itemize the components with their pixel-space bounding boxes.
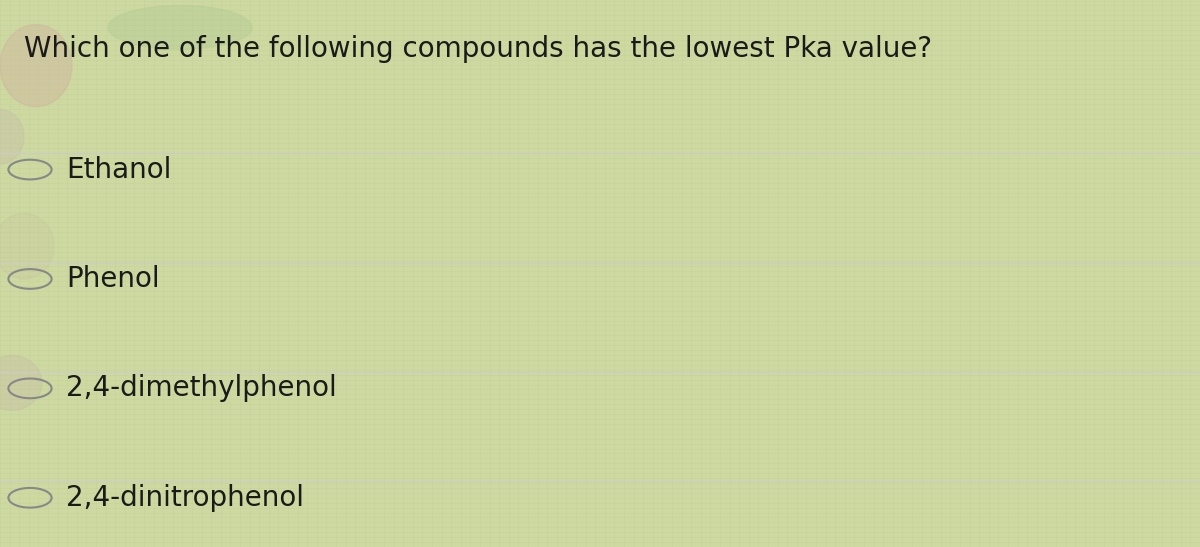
Text: Phenol: Phenol: [66, 265, 160, 293]
Ellipse shape: [0, 109, 24, 164]
Text: 2,4-dimethylphenol: 2,4-dimethylphenol: [66, 374, 337, 403]
Ellipse shape: [0, 213, 54, 279]
Ellipse shape: [0, 356, 42, 410]
Text: Which one of the following compounds has the lowest Pka value?: Which one of the following compounds has…: [24, 35, 932, 63]
Ellipse shape: [0, 25, 72, 107]
Text: 2,4-dinitrophenol: 2,4-dinitrophenol: [66, 484, 304, 512]
Ellipse shape: [108, 5, 252, 49]
Text: Ethanol: Ethanol: [66, 155, 172, 184]
